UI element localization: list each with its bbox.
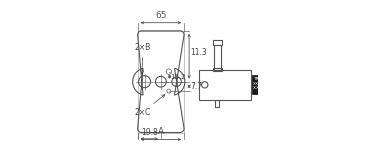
Text: TRUSCO: TRUSCO (253, 77, 271, 81)
Text: 15.2: 15.2 (170, 74, 186, 80)
Bar (199, 70, 251, 100)
Bar (252, 75, 275, 94)
Text: 7.7: 7.7 (190, 82, 202, 91)
Text: XXXXX CORP: XXXXX CORP (253, 86, 282, 90)
Text: A: A (158, 127, 164, 136)
Text: XXXXXX: XXXXXX (253, 82, 271, 86)
Bar (215, 100, 219, 107)
Text: 65: 65 (155, 11, 166, 20)
Bar (214, 40, 222, 45)
Text: 2×C: 2×C (135, 95, 165, 117)
Text: 2×B: 2×B (135, 43, 151, 74)
Text: 19.8: 19.8 (141, 128, 158, 137)
Bar (213, 68, 222, 71)
Text: 11.3: 11.3 (190, 48, 207, 57)
Bar (214, 45, 221, 70)
